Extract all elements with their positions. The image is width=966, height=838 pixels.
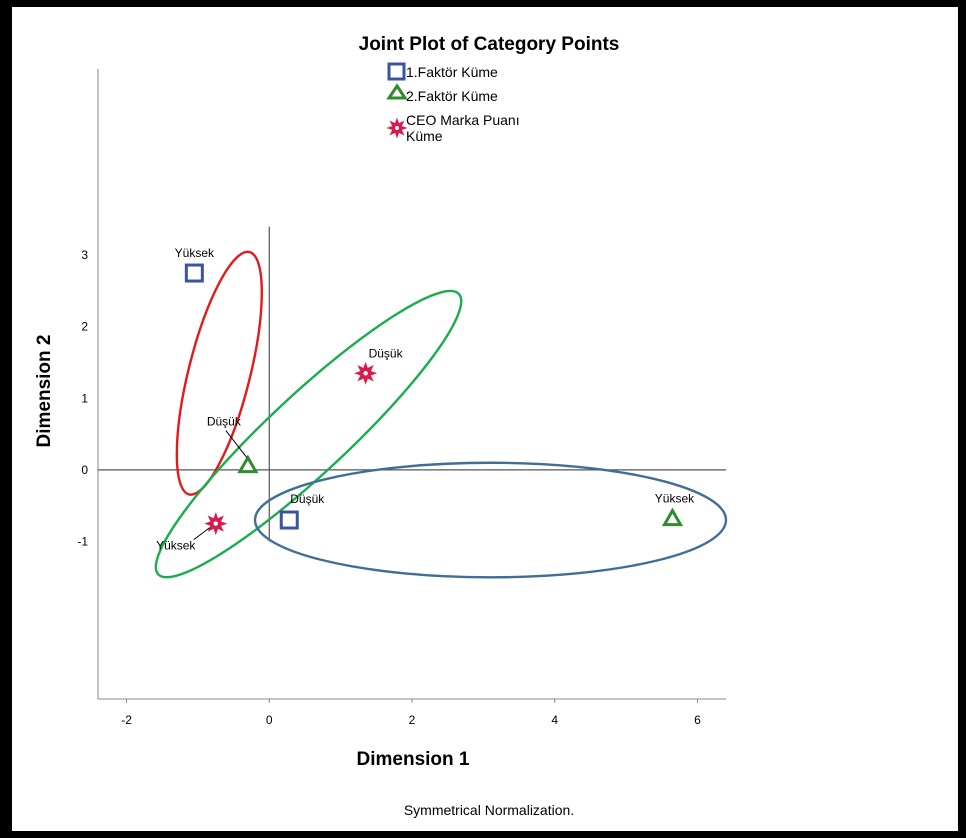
point-label: Yüksek: [156, 539, 196, 553]
x-axis-title: Dimension 1: [357, 749, 470, 770]
x-tick-label: 0: [266, 713, 273, 727]
joint-plot-chart: Joint Plot of Category Points 1.Faktör K…: [34, 34, 728, 818]
legend-star-marker: [386, 117, 408, 139]
legend-label-series-3-line-2: Küme: [406, 128, 443, 144]
point-label: Düşük: [290, 492, 325, 506]
point-label-leader: [193, 527, 211, 541]
footnote: Symmetrical Normalization.: [404, 802, 574, 818]
legend: 1.Faktör Küme 2.Faktör Küme CEO Marka Pu…: [386, 62, 520, 144]
legend-label-series-3-line-1: CEO Marka Puanı: [406, 112, 520, 128]
point-label: Yüksek: [655, 492, 695, 506]
point-label: Düşük: [369, 346, 404, 360]
point-label-leader: [225, 430, 248, 458]
y-tick-label: 0: [81, 463, 88, 477]
x-tick-label: 2: [409, 713, 416, 727]
point-square-2: [279, 510, 299, 530]
y-tick-label: -1: [77, 535, 88, 549]
category-points: Yüksek Düşük Düşük Yüksek Düşük Yüksek: [156, 246, 695, 553]
y-tick-label: 1: [81, 391, 88, 405]
point-square-1: [184, 263, 204, 283]
axis-ticks: -2 0 2 4 6 -1 0 1 2 3: [77, 248, 701, 727]
chart-title: Joint Plot of Category Points: [359, 34, 620, 55]
x-tick-label: 4: [551, 713, 558, 727]
reference-lines: [98, 226, 726, 542]
point-label: Yüksek: [175, 246, 215, 260]
legend-square-marker: [387, 62, 406, 81]
cluster-ellipse-1: [175, 250, 264, 496]
y-tick-label: 3: [81, 248, 88, 262]
legend-label-series-1: 1.Faktör Küme: [406, 64, 498, 80]
chart-panel: Joint Plot of Category Points 1.Faktör K…: [12, 7, 958, 831]
y-tick-label: 2: [81, 320, 88, 334]
x-tick-label: 6: [694, 713, 701, 727]
legend-star-shape: [386, 117, 408, 139]
point-triangle-2: [661, 507, 684, 527]
point-label: Düşük: [207, 415, 242, 429]
cluster-ellipse-3: [253, 461, 728, 579]
point-triangle-1: [237, 454, 259, 474]
point-star-1: [354, 361, 378, 385]
cluster-ellipse-2: [154, 289, 463, 579]
point-star-2: [204, 512, 228, 536]
legend-label-series-2: 2.Faktör Küme: [406, 88, 498, 104]
cluster-ellipses: [154, 250, 728, 579]
x-tick-label: -2: [121, 713, 132, 727]
legend-triangle-marker: [386, 83, 408, 100]
y-axis-title: Dimension 2: [34, 335, 55, 448]
